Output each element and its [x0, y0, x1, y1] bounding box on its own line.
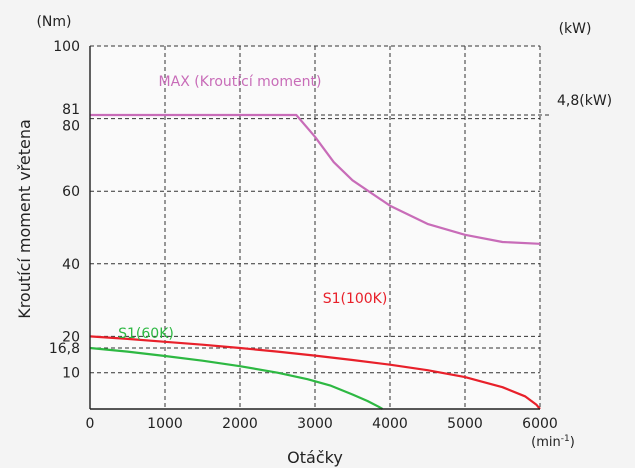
- y-tick-label: 100: [53, 39, 80, 55]
- y-tick-label: 40: [62, 257, 80, 273]
- tick-labels: 0 1000 2000 3000 4000 5000 6000 10 16,820 40 60 808…: [49, 39, 558, 432]
- x-tick-label: 3000: [297, 416, 333, 432]
- x-tick-label: 1000: [147, 416, 183, 432]
- right-annotation: 4,8(kW): [557, 93, 612, 109]
- series-label: S1(100K): [323, 291, 388, 307]
- y-tick-label: 10: [62, 366, 80, 382]
- x-tick-label: 4000: [372, 416, 408, 432]
- grid: [90, 45, 552, 409]
- x-tick-label: 2000: [222, 416, 258, 432]
- y-axis-title: Kroutící moment vřetena: [15, 119, 34, 319]
- x-tick-label: 6000: [522, 416, 558, 432]
- series-label: MAX (Kroutící moment): [159, 74, 322, 90]
- series-labels: MAX (Kroutící moment) S1(100K) S1(60K): [118, 74, 387, 342]
- y-tick-label: 80: [62, 119, 80, 135]
- y-tick-label: 16,8: [49, 341, 80, 357]
- series-line: [90, 113, 541, 245]
- series-label: S1(60K): [118, 326, 174, 342]
- y-tick-label: 60: [62, 184, 80, 200]
- y-tick-label: 20: [62, 329, 80, 345]
- series-line: [89, 346, 384, 410]
- y-unit-right: (kW): [559, 21, 592, 37]
- series-line: [89, 335, 541, 410]
- y-tick-label: 81: [62, 102, 80, 118]
- x-tick-label: 5000: [447, 416, 483, 432]
- x-axis-title: Otáčky: [287, 448, 343, 467]
- series-lines: [89, 113, 541, 410]
- y-unit-left: (Nm): [36, 14, 71, 30]
- x-tick-label: 0: [86, 416, 95, 432]
